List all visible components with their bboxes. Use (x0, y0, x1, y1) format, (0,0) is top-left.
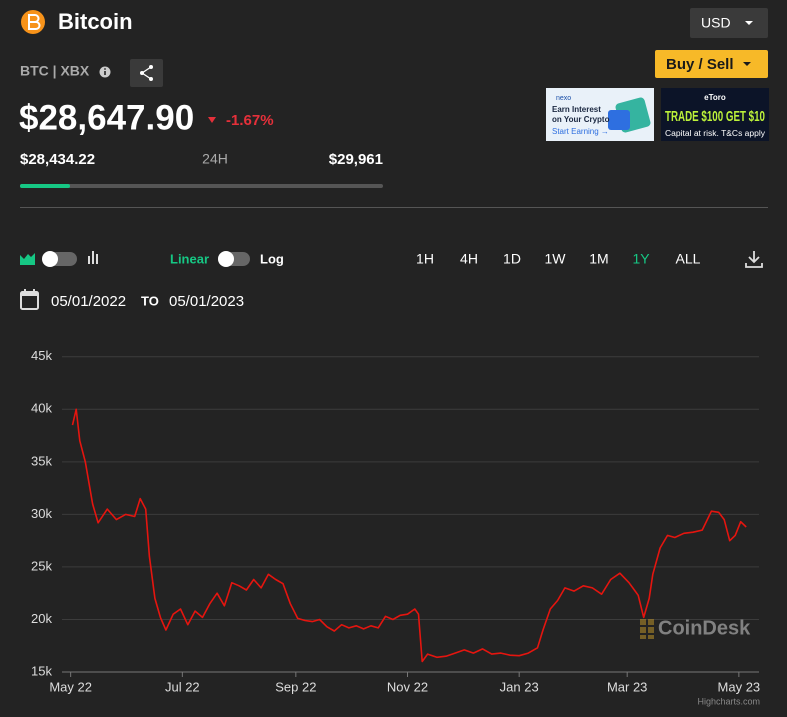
date-from[interactable]: 05/01/2022 (51, 293, 126, 310)
range-button[interactable]: ALL (676, 251, 701, 267)
y-tick-label: 45k (31, 348, 52, 363)
range-button[interactable]: 4H (460, 251, 478, 267)
period: 24H (202, 151, 228, 167)
info-icon[interactable] (99, 66, 111, 78)
x-tick-label: Jul 22 (165, 679, 200, 694)
date-to-label: TO (141, 293, 159, 308)
etoro-brand: eToro (704, 93, 726, 102)
price: $28,647.90 (19, 98, 194, 137)
nexo-line1: Earn Interest (552, 105, 601, 114)
log-label[interactable]: Log (260, 251, 284, 266)
calendar-icon[interactable] (20, 289, 39, 310)
chart-type-toggle[interactable] (42, 251, 77, 267)
area-chart-icon[interactable] (20, 253, 35, 265)
y-tick-label: 20k (31, 611, 52, 626)
y-tick-label: 25k (31, 558, 52, 573)
range-button[interactable]: 1M (589, 251, 608, 267)
currency-select[interactable] (690, 8, 768, 38)
etoro-note: Capital at risk. T&Cs apply (665, 129, 765, 138)
down-arrow (208, 117, 216, 123)
x-tick-label: Mar 23 (607, 679, 647, 694)
x-tick-label: Jan 23 (500, 679, 539, 694)
watermark: CoinDesk (658, 617, 751, 639)
range-button[interactable]: 1H (416, 251, 434, 267)
y-tick-label: 15k (31, 663, 52, 678)
etoro-ad[interactable] (661, 88, 769, 141)
x-tick-label: May 23 (718, 679, 761, 694)
nexo-ad[interactable] (546, 88, 654, 141)
y-tick-label: 30k (31, 506, 52, 521)
buy-sell-button[interactable] (655, 50, 768, 78)
range-track (20, 184, 383, 188)
date-to[interactable]: 05/01/2023 (169, 293, 244, 310)
coin-icon (21, 10, 45, 34)
nexo-line2: on Your Crypto (552, 115, 610, 124)
range-button[interactable]: 1W (545, 251, 567, 267)
range-button[interactable]: 1Y (632, 251, 650, 267)
range-button[interactable]: 1D (503, 251, 521, 267)
coin-title: Bitcoin (58, 9, 133, 34)
high-24h: $29,961 (329, 151, 383, 168)
low-24h: $28,434.22 (20, 151, 95, 168)
x-tick-label: May 22 (49, 679, 92, 694)
x-tick-label: Nov 22 (387, 679, 428, 694)
price-chart: 15k 20k 25k 30k 35k 40k 45k May 22 Jul 22 Sep 22 N… (31, 348, 760, 694)
nexo-cta: Start Earning → (552, 127, 609, 136)
x-tick-label: Sep 22 (275, 679, 316, 694)
buy-sell-label: Buy / Sell (666, 56, 734, 73)
share-button[interactable] (130, 59, 163, 87)
watermark-logo (640, 619, 654, 639)
scale-toggle[interactable] (218, 251, 250, 267)
bar-chart-icon[interactable] (88, 251, 98, 264)
etoro-headline: TRADE $100 GET $10 (665, 108, 765, 125)
price-line (71, 408, 747, 663)
ticker: BTC | XBX (20, 63, 90, 79)
y-tick-label: 35k (31, 453, 52, 468)
nexo-brand: nexo (556, 95, 571, 102)
credit: Highcharts.com (697, 696, 760, 706)
price-change: -1.67% (226, 112, 274, 129)
download-icon[interactable] (745, 251, 763, 268)
y-tick-label: 40k (31, 401, 52, 416)
range-fill (20, 184, 70, 188)
currency-label: USD (701, 15, 731, 31)
linear-label[interactable]: Linear (170, 251, 209, 266)
